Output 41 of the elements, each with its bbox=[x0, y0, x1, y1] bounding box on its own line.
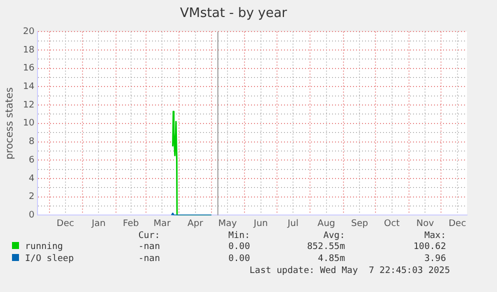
y-tick-label: 10 bbox=[23, 118, 35, 129]
text: 100.62 bbox=[413, 242, 446, 252]
text: 3.96 bbox=[424, 254, 446, 264]
chart-title: VMstat - by year bbox=[180, 6, 288, 22]
legend-label: running bbox=[24, 242, 63, 252]
x-tick-label: Jul bbox=[286, 218, 298, 229]
y-tick-label: 4 bbox=[28, 174, 35, 184]
x-tick-label: Dec bbox=[448, 218, 466, 229]
x-tick-label: Jan bbox=[90, 218, 106, 229]
x-tick-label: Dec bbox=[56, 218, 74, 229]
x-tick-label: Aug bbox=[318, 218, 336, 229]
text: Max: bbox=[424, 231, 446, 241]
y-tick-label: 12 bbox=[23, 100, 34, 110]
text: Min: bbox=[228, 231, 250, 241]
y-tick-label: 6 bbox=[28, 155, 35, 166]
y-tick-label: 16 bbox=[23, 64, 35, 74]
text: 0.00 bbox=[228, 254, 250, 264]
legend-label: I/O sleep bbox=[24, 254, 74, 264]
text: Cur: bbox=[138, 231, 160, 241]
x-tick-label: Nov bbox=[416, 218, 435, 229]
y-tick-label: 2 bbox=[28, 192, 34, 202]
x-tick-label: Oct bbox=[384, 218, 400, 229]
y-tick-label: 14 bbox=[23, 82, 35, 92]
y-axis-title: process states bbox=[4, 87, 16, 160]
x-tick-label: Apr bbox=[188, 218, 204, 229]
y-tick-label: 0 bbox=[28, 210, 35, 221]
text: Avg: bbox=[323, 231, 345, 241]
text: -nan bbox=[138, 254, 160, 264]
text: 4.85m bbox=[318, 254, 345, 264]
x-tick-label: Sep bbox=[351, 218, 368, 229]
text: 0.00 bbox=[228, 242, 250, 252]
text: -nan bbox=[138, 242, 160, 252]
x-tick-label: Feb bbox=[122, 218, 140, 229]
x-tick-label: May bbox=[218, 218, 238, 229]
text: Last update: Wed May 7 22:45:03 2025 bbox=[250, 266, 450, 276]
x-tick-label: Mar bbox=[154, 218, 171, 229]
text: 852.55m bbox=[307, 242, 345, 252]
x-tick-label: Jun bbox=[252, 218, 268, 229]
y-tick-label: 8 bbox=[28, 137, 35, 148]
y-tick-label: 18 bbox=[23, 45, 35, 56]
y-tick-label: 20 bbox=[23, 26, 35, 37]
